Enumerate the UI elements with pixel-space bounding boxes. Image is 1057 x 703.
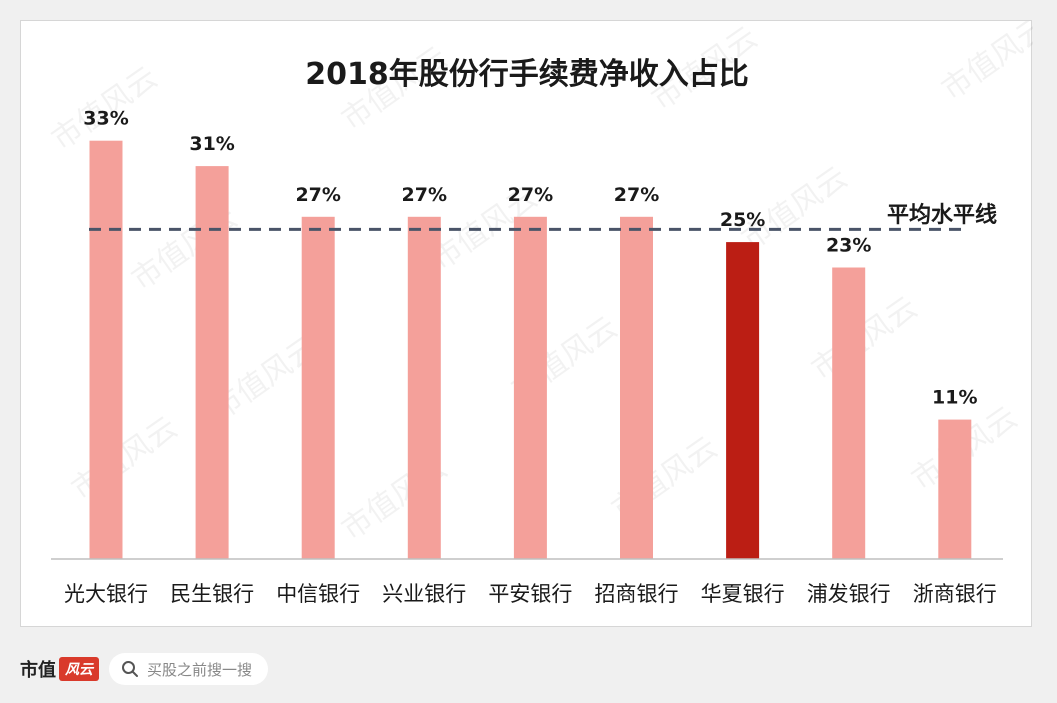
bar-value-label: 27% [402, 184, 447, 206]
bar-3 [301, 216, 335, 560]
x-tick-label: 华夏银行 [701, 582, 785, 606]
bar-2 [195, 166, 229, 559]
x-tick-label: 民生银行 [170, 582, 254, 606]
bar-value-label: 27% [508, 184, 553, 206]
bar-6 [620, 216, 653, 560]
x-tick-label: 浦发银行 [807, 582, 891, 606]
chart-title: 2018年股份行手续费净收入占比 [305, 57, 749, 92]
bar-8 [832, 267, 866, 559]
average-line-label: 平均水平线 [887, 202, 997, 228]
x-tick-label: 光大银行 [64, 582, 148, 606]
bar-value-label: 27% [614, 184, 659, 206]
search-input[interactable]: 买股之前搜一搜 [109, 653, 269, 685]
x-tick-label: 招商银行 [595, 582, 679, 606]
bar-5 [513, 216, 547, 560]
x-tick-label: 中信银行 [276, 582, 360, 606]
footer: 市值 风云 买股之前搜一搜 [20, 650, 269, 688]
bar-1 [89, 140, 123, 559]
bar-value-label: 11% [932, 387, 977, 409]
bar-7 [726, 242, 760, 559]
bar-value-label: 23% [826, 235, 871, 257]
x-tick-label: 浙商银行 [913, 582, 997, 606]
brand-name: 市值 [20, 660, 56, 681]
x-tick-label: 兴业银行 [382, 582, 466, 606]
watermark-text: 市值风云 [936, 21, 1033, 108]
bar-value-label: 27% [295, 184, 340, 206]
search-placeholder: 买股之前搜一搜 [147, 660, 253, 679]
brand-logo-badge: 风云 [59, 657, 99, 681]
watermark-text: 市值风云 [66, 410, 184, 507]
bars-layer [89, 140, 972, 560]
chart-card: 市值风云 市值风云 市值风云 市值风云 市值风云 市值风云 市值风云 市值风云 市值风云 市值风云… [20, 20, 1033, 627]
x-tick-label: 平安银行 [488, 582, 572, 606]
bar-value-label: 25% [720, 209, 765, 231]
search-icon [122, 661, 138, 677]
bar-value-label: 31% [189, 133, 234, 155]
bar-4 [407, 216, 441, 560]
bar-value-label: 33% [83, 108, 128, 130]
brand-logo[interactable]: 市值 风云 [20, 656, 99, 682]
labels-layer: 33% 光大银行 31% 民生银行 27% 中信银行 27% 兴业银行 27% 平安银行 27% 招商… [64, 108, 997, 606]
bar-9 [938, 419, 972, 559]
